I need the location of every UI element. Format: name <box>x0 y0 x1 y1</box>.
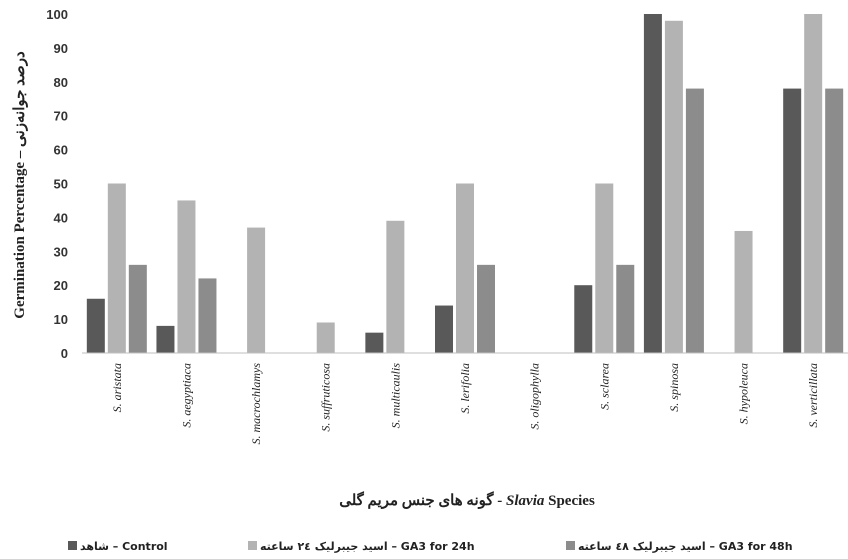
y-tick-label: 60 <box>54 143 68 158</box>
y-tick-label: 10 <box>54 312 68 327</box>
y-tick-label: 20 <box>54 278 68 293</box>
x-axis-label: گونه های جنس مریم گلی - Slavia Species <box>339 491 595 509</box>
legend-label: اسید جیبرلیک ٤۸ ساعته – GA3 for 48h <box>578 540 793 553</box>
bar-series-2 <box>734 230 753 353</box>
bar-series-1 <box>574 285 593 353</box>
bar-series-2 <box>177 200 196 353</box>
y-tick-label: 50 <box>54 177 68 192</box>
x-tick-label: S. suffruticosa <box>319 363 333 432</box>
x-tick-label: S. aristata <box>110 363 124 412</box>
y-tick-label: 0 <box>61 346 68 361</box>
legend-label: شاهد – Control <box>80 540 168 553</box>
legend-swatch <box>68 541 77 550</box>
x-tick-label: S. hypoleuca <box>737 363 751 424</box>
x-tick-label: S. multicaulis <box>388 363 402 429</box>
bar-series-3 <box>128 264 147 353</box>
bar-series-3 <box>616 264 635 353</box>
y-axis-label-fa: درصد جوانه‌زنی <box>12 51 28 147</box>
legend-swatch <box>566 541 575 550</box>
bar-series-2 <box>804 14 823 353</box>
bar-series-1 <box>86 298 105 353</box>
legend-swatch <box>248 541 257 550</box>
bars-group <box>86 14 844 354</box>
y-tick-label: 100 <box>46 7 68 22</box>
y-axis-label: Germination Percentage – درصد جوانه‌زنی <box>12 51 28 319</box>
bar-series-2 <box>456 183 474 353</box>
bar-series-2 <box>247 227 266 353</box>
y-tick-label: 90 <box>54 41 68 56</box>
x-axis-label-species: Species <box>544 493 595 509</box>
bar-series-1 <box>643 14 662 353</box>
legend: شاهد – Control اسید جیبرلیک ۲٤ ساعته – GA… <box>68 540 793 553</box>
legend-item: اسید جیبرلیک ٤۸ ساعته – GA3 for 48h <box>566 540 793 553</box>
x-axis-label-genus: Slavia <box>506 493 545 509</box>
x-tick-label: S. spinosa <box>667 363 681 412</box>
legend-label: اسید جیبرلیک ۲٤ ساعته – GA3 for 24h <box>260 540 475 553</box>
x-axis-label-sep: - <box>494 493 507 509</box>
y-tick-label: 30 <box>54 244 68 259</box>
bar-series-2 <box>107 183 126 353</box>
bar-series-2 <box>316 322 335 353</box>
x-tick-label: S. verticillata <box>806 363 820 428</box>
y-axis-ticks: 0 10 20 30 40 50 60 70 80 90 100 <box>46 7 68 361</box>
bar-series-1 <box>365 332 384 353</box>
x-axis-ticks: S. aristata S. aegyptiaca S. macrochlamys S… <box>110 363 820 445</box>
x-tick-label: S. macrochlamys <box>249 363 263 445</box>
y-tick-label: 80 <box>54 75 68 90</box>
bar-series-2 <box>664 20 683 354</box>
y-tick-label: 40 <box>54 210 68 225</box>
bar-series-3 <box>825 88 844 353</box>
x-axis-label-fa: گونه های جنس مریم گلی <box>339 491 494 509</box>
bar-series-2 <box>595 183 614 353</box>
y-axis-label-sep: – <box>12 147 28 162</box>
x-tick-label: S. oligophylla <box>528 363 542 430</box>
legend-item: شاهد – Control <box>68 540 168 553</box>
bar-series-1 <box>435 305 453 353</box>
bar-series-3 <box>477 264 495 353</box>
bar-series-2 <box>386 220 405 353</box>
legend-item: اسید جیبرلیک ۲٤ ساعته – GA3 for 24h <box>248 540 475 553</box>
y-tick-label: 70 <box>54 109 68 124</box>
x-tick-label: S. aegyptiaca <box>179 363 193 428</box>
bar-series-1 <box>783 88 802 353</box>
y-axis-label-en: Germination Percentage <box>12 162 28 319</box>
x-tick-label: S. sclarea <box>597 363 611 410</box>
bar-series-3 <box>198 278 217 353</box>
bar-series-3 <box>685 88 704 353</box>
x-tick-label: S. lerifolia <box>458 363 472 414</box>
bar-series-1 <box>156 325 175 353</box>
